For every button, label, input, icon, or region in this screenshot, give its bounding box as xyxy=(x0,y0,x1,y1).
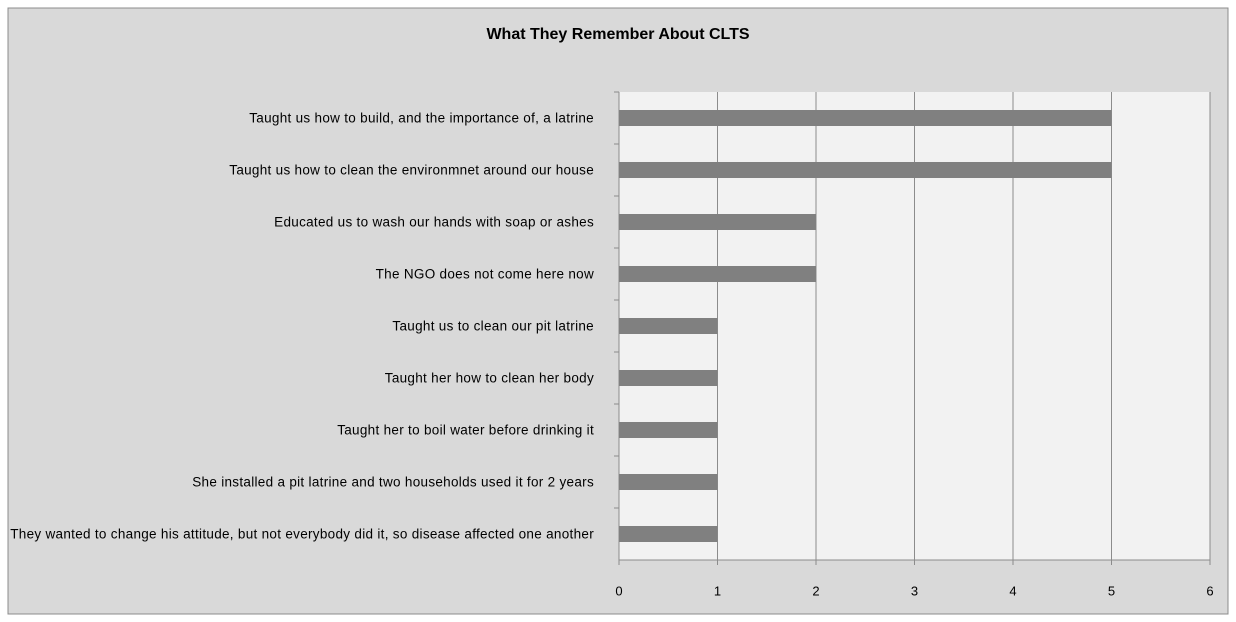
x-tick-label: 4 xyxy=(1009,583,1016,598)
x-tick-label: 5 xyxy=(1108,583,1115,598)
bar xyxy=(619,318,718,334)
y-tick-label: They wanted to change his attitude, but … xyxy=(10,526,594,542)
bar xyxy=(619,526,718,542)
bar xyxy=(619,110,1112,126)
bar xyxy=(619,370,718,386)
y-tick-label: Taught us how to build, and the importan… xyxy=(249,110,594,126)
chart-title: What They Remember About CLTS xyxy=(486,26,749,43)
x-tick-label: 1 xyxy=(714,583,721,598)
bar xyxy=(619,266,816,282)
y-tick-label: She installed a pit latrine and two hous… xyxy=(192,474,594,490)
bar xyxy=(619,162,1112,178)
bar xyxy=(619,214,816,230)
x-tick-label: 0 xyxy=(615,583,622,598)
bar xyxy=(619,422,718,438)
y-tick-label: The NGO does not come here now xyxy=(375,266,594,282)
y-tick-label: Taught her to boil water before drinking… xyxy=(337,422,594,438)
y-tick-label: Taught her how to clean her body xyxy=(384,370,594,386)
x-tick-label: 2 xyxy=(812,583,819,598)
y-tick-label: Educated us to wash our hands with soap … xyxy=(274,214,594,230)
y-tick-label: Taught us how to clean the environmnet a… xyxy=(229,162,594,178)
y-tick-label: Taught us to clean our pit latrine xyxy=(392,318,594,334)
x-tick-label: 3 xyxy=(911,583,918,598)
bar xyxy=(619,474,718,490)
x-tick-label: 6 xyxy=(1206,583,1213,598)
